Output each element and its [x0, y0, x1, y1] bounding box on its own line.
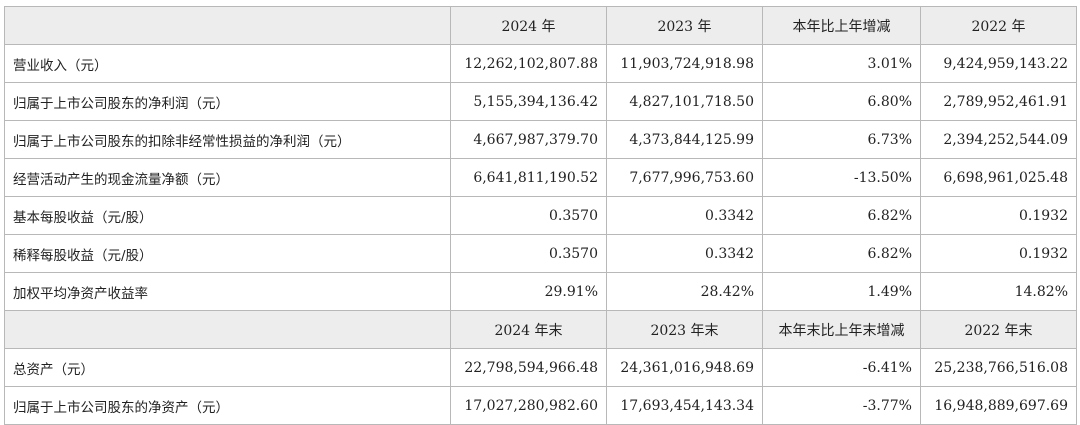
value-change: 6.82% — [762, 234, 921, 273]
value-2023: 7,677,996,753.60 — [606, 158, 763, 197]
table-row: 经营活动产生的现金流量净额（元） 6,641,811,190.52 7,677,… — [4, 158, 1077, 197]
value-2023: 11,903,724,918.98 — [606, 44, 763, 83]
value-2022: 0.1932 — [920, 234, 1077, 273]
row-label: 稀释每股收益（元/股） — [4, 234, 451, 273]
value-2022: 16,948,889,697.69 — [920, 386, 1077, 425]
value-2024: 0.3570 — [450, 196, 607, 235]
header-change: 本年比上年增减 — [762, 6, 921, 45]
value-2022: 2,394,252,544.09 — [920, 120, 1077, 159]
table-row: 归属于上市公司股东的扣除非经常性损益的净利润（元） 4,667,987,379.… — [4, 120, 1077, 159]
header-row-year-end: 2024 年末 2023 年末 本年末比上年末增减 2022 年末 — [4, 310, 1077, 349]
value-2022: 0.1932 — [920, 196, 1077, 235]
value-2023: 24,361,016,948.69 — [606, 348, 763, 387]
value-2023: 4,373,844,125.99 — [606, 120, 763, 159]
value-2022: 9,424,959,143.22 — [920, 44, 1077, 83]
header-2023: 2023 年 — [606, 6, 763, 45]
value-2022: 25,238,766,516.08 — [920, 348, 1077, 387]
header-2022: 2022 年 — [920, 6, 1077, 45]
header-row-annual: 2024 年 2023 年 本年比上年增减 2022 年 — [4, 6, 1077, 45]
row-label: 总资产（元） — [4, 348, 451, 387]
table-row: 总资产（元） 22,798,594,966.48 24,361,016,948.… — [4, 348, 1077, 387]
value-2022: 2,789,952,461.91 — [920, 82, 1077, 121]
table-row: 归属于上市公司股东的净资产（元） 17,027,280,982.60 17,69… — [4, 386, 1077, 425]
table-row: 营业收入（元） 12,262,102,807.88 11,903,724,918… — [4, 44, 1077, 83]
header-2024-year-end: 2024 年末 — [450, 310, 607, 349]
row-label: 归属于上市公司股东的扣除非经常性损益的净利润（元） — [4, 120, 451, 159]
value-change: 6.73% — [762, 120, 921, 159]
table-row: 加权平均净资产收益率 29.91% 28.42% 1.49% 14.82% — [4, 272, 1077, 311]
value-2023: 28.42% — [606, 272, 763, 311]
value-2024: 29.91% — [450, 272, 607, 311]
value-2024: 17,027,280,982.60 — [450, 386, 607, 425]
row-label: 加权平均净资产收益率 — [4, 272, 451, 311]
value-change: 3.01% — [762, 44, 921, 83]
value-change: 1.49% — [762, 272, 921, 311]
value-change: 6.82% — [762, 196, 921, 235]
header-corner-cell — [4, 310, 451, 349]
table-row: 基本每股收益（元/股） 0.3570 0.3342 6.82% 0.1932 — [4, 196, 1077, 235]
value-2022: 6,698,961,025.48 — [920, 158, 1077, 197]
value-change: -13.50% — [762, 158, 921, 197]
row-label: 基本每股收益（元/股） — [4, 196, 451, 235]
row-label: 经营活动产生的现金流量净额（元） — [4, 158, 451, 197]
value-change: 6.80% — [762, 82, 921, 121]
value-2023: 0.3342 — [606, 196, 763, 235]
value-2024: 6,641,811,190.52 — [450, 158, 607, 197]
header-change-year-end: 本年末比上年末增减 — [762, 310, 921, 349]
value-2024: 22,798,594,966.48 — [450, 348, 607, 387]
value-2023: 17,693,454,143.34 — [606, 386, 763, 425]
row-label: 营业收入（元） — [4, 44, 451, 83]
value-2023: 4,827,101,718.50 — [606, 82, 763, 121]
header-2023-year-end: 2023 年末 — [606, 310, 763, 349]
header-2024: 2024 年 — [450, 6, 607, 45]
value-2022: 14.82% — [920, 272, 1077, 311]
value-change: -3.77% — [762, 386, 921, 425]
value-change: -6.41% — [762, 348, 921, 387]
row-label: 归属于上市公司股东的净资产（元） — [4, 386, 451, 425]
value-2023: 0.3342 — [606, 234, 763, 273]
value-2024: 12,262,102,807.88 — [450, 44, 607, 83]
table-row: 稀释每股收益（元/股） 0.3570 0.3342 6.82% 0.1932 — [4, 234, 1077, 273]
financial-summary-table: 2024 年 2023 年 本年比上年增减 2022 年 营业收入（元） 12,… — [4, 6, 1077, 425]
row-label: 归属于上市公司股东的净利润（元） — [4, 82, 451, 121]
header-2022-year-end: 2022 年末 — [920, 310, 1077, 349]
value-2024: 0.3570 — [450, 234, 607, 273]
table-row: 归属于上市公司股东的净利润（元） 5,155,394,136.42 4,827,… — [4, 82, 1077, 121]
value-2024: 4,667,987,379.70 — [450, 120, 607, 159]
value-2024: 5,155,394,136.42 — [450, 82, 607, 121]
header-corner-cell — [4, 6, 451, 45]
